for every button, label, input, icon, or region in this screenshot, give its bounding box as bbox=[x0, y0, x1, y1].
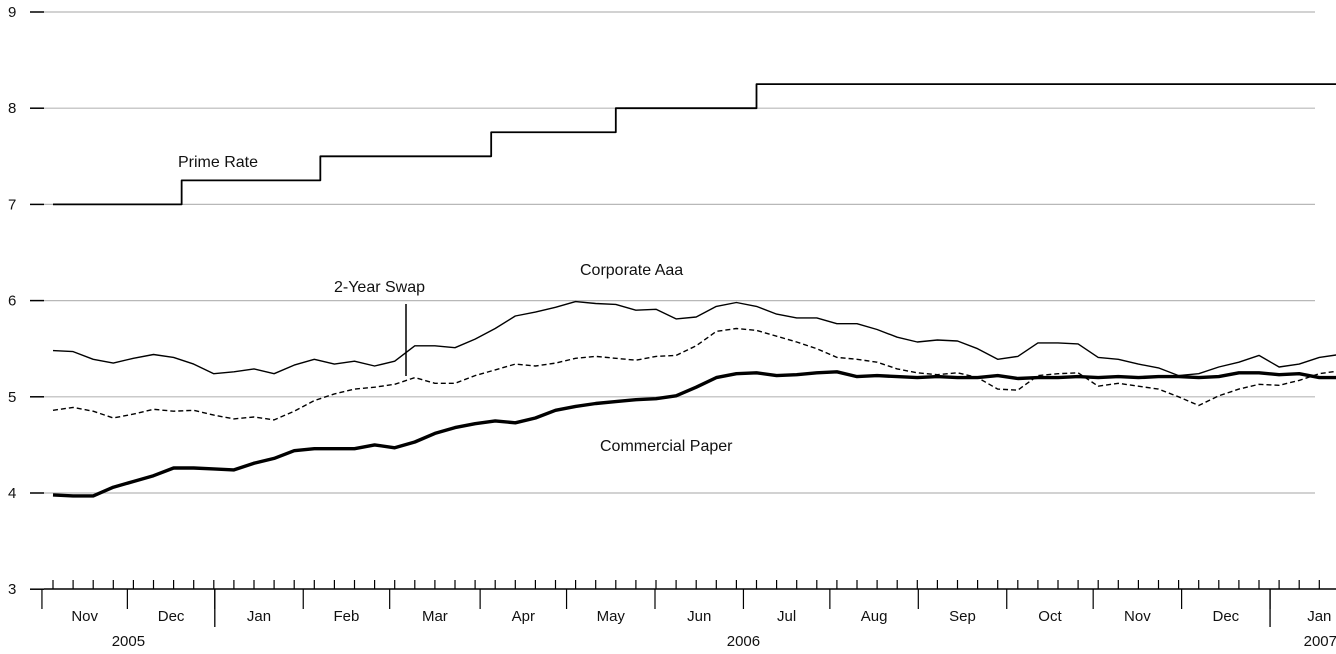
y-tick-label: 8 bbox=[8, 100, 16, 117]
x-month-label: Apr bbox=[512, 608, 535, 625]
series-lines bbox=[52, 83, 1336, 498]
annotation-commercial-paper: Commercial Paper bbox=[600, 438, 733, 455]
y-tick-label: 7 bbox=[8, 196, 16, 213]
y-tick-label: 6 bbox=[8, 293, 16, 310]
annotation-corporate-aaa: Corporate Aaa bbox=[580, 262, 683, 279]
x-month-label: Feb bbox=[334, 608, 360, 625]
x-month-label: Sep bbox=[949, 608, 976, 625]
x-year-label: 2007 bbox=[1304, 633, 1336, 650]
x-month-label: Dec bbox=[1212, 608, 1239, 625]
x-month-label: Aug bbox=[861, 608, 888, 625]
annotation-prime-rate: Prime Rate bbox=[178, 154, 258, 171]
annotation-2-year-swap: 2-Year Swap bbox=[334, 279, 425, 296]
x-month-label: Jan bbox=[1307, 608, 1331, 625]
y-tick-label: 3 bbox=[8, 581, 16, 598]
y-tick-label: 5 bbox=[8, 389, 16, 406]
x-month-label: Oct bbox=[1038, 608, 1062, 625]
y-tick-label: 4 bbox=[8, 485, 16, 502]
x-month-label: Mar bbox=[422, 608, 448, 625]
x-month-label: Jun bbox=[687, 608, 711, 625]
series-line-2-year-swap bbox=[52, 327, 1336, 421]
x-month-label: Jan bbox=[247, 608, 271, 625]
series-line-commercial-paper bbox=[52, 370, 1336, 498]
y-tick-label: 9 bbox=[8, 4, 16, 21]
x-month-label: Nov bbox=[1124, 608, 1151, 625]
x-month-label: Dec bbox=[158, 608, 185, 625]
series-line-corporate-aaa bbox=[52, 300, 1336, 377]
series-line-prime-rate bbox=[53, 83, 1336, 206]
annotations: Prime Rate Corporate Aaa 2-Year Swap Com… bbox=[178, 154, 733, 455]
axes: 3 4 5 6 7 8 9 Nov Dec Jan Feb Mar Apr May Jun Jul Aug Sep… bbox=[8, 4, 1336, 650]
x-month-label: Jul bbox=[777, 608, 796, 625]
x-year-label: 2006 bbox=[727, 633, 760, 650]
x-month-label: May bbox=[597, 608, 626, 625]
x-month-label: Nov bbox=[71, 608, 98, 625]
x-year-label: 2005 bbox=[112, 633, 145, 650]
